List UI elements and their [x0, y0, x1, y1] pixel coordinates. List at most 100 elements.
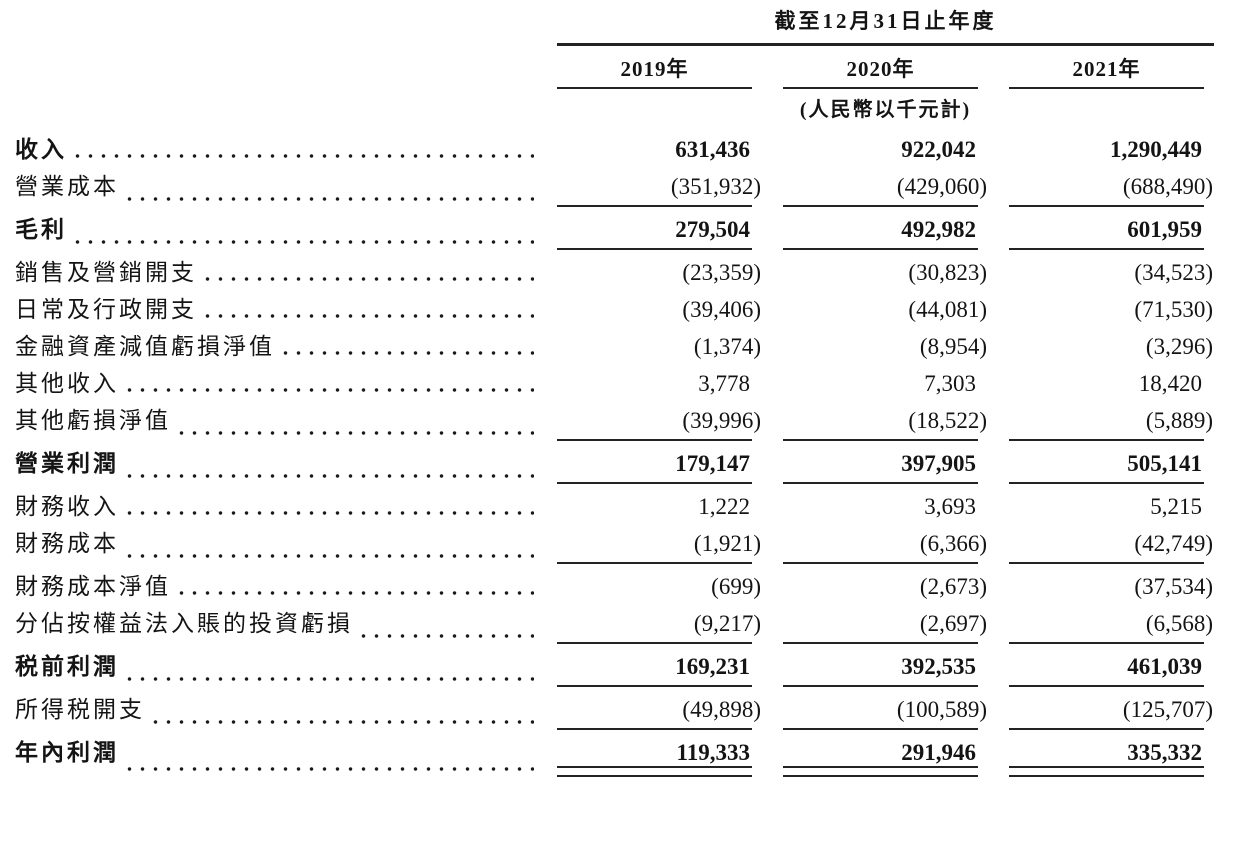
- row-value-2021: (688,490): [1009, 173, 1214, 207]
- row-label: 收入: [15, 137, 67, 162]
- table-row: 其他虧損淨值 (39,996) (18,522) (5,889): [15, 407, 1236, 441]
- row-label-cell: 其他虧損淨值: [15, 407, 536, 441]
- row-label-cell: 所得税開支: [15, 696, 536, 730]
- row-value-2020: (6,366): [783, 530, 988, 564]
- table-row: 營業成本 (351,932) (429,060) (688,490): [15, 173, 1236, 207]
- row-label-cell: 金融資產減值虧損淨值: [15, 333, 536, 361]
- row-value-2021: 601,959: [1009, 216, 1214, 250]
- row-value-2020: (100,589): [783, 696, 988, 730]
- row-value-2019: 279,504: [557, 216, 762, 250]
- row-value-2021: (42,749): [1009, 530, 1214, 564]
- value-text: (49,898): [682, 697, 761, 722]
- value-text: (39,406): [682, 297, 761, 322]
- row-label-cell: 財務成本淨值: [15, 573, 536, 601]
- dot-leader: [123, 764, 534, 772]
- row-label: 毛利: [15, 217, 67, 242]
- value-text: 601,959: [1127, 217, 1202, 242]
- table-row: 收入 631,436 922,042 1,290,449: [15, 136, 1236, 164]
- table-body: 收入 631,436 922,042 1,290,449 營業成本 (351,9…: [15, 136, 1236, 777]
- value-text: (42,749): [1134, 531, 1213, 556]
- dot-leader: [357, 631, 534, 639]
- row-value-2019: 1,222: [557, 493, 762, 521]
- value-text: (30,823): [908, 260, 987, 285]
- table-row: 所得税開支 (49,898) (100,589) (125,707): [15, 696, 1236, 730]
- row-value-2021: (71,530): [1009, 296, 1214, 324]
- table-row: 營業利潤 179,147 397,905 505,141: [15, 450, 1236, 484]
- table-row: 年內利潤 119,333 291,946 335,332: [15, 739, 1236, 777]
- row-value-2021: 1,290,449: [1009, 136, 1214, 164]
- dot-leader: [123, 471, 534, 479]
- row-label-cell: 分佔按權益法入賬的投資虧損: [15, 610, 536, 644]
- dot-leader: [201, 311, 534, 319]
- row-label: 税前利潤: [15, 654, 119, 679]
- value-text: (125,707): [1122, 697, 1213, 722]
- row-label-cell: 年內利潤: [15, 739, 536, 777]
- row-value-2020: (2,673): [783, 573, 988, 601]
- table-row: 日常及行政開支 (39,406) (44,081) (71,530): [15, 296, 1236, 324]
- value-text: (5,889): [1145, 408, 1213, 433]
- dot-leader: [175, 428, 534, 436]
- row-label-cell: 財務成本: [15, 530, 536, 564]
- value-text: 119,333: [676, 740, 750, 765]
- row-value-2020: (18,522): [783, 407, 988, 441]
- row-value-2020: 291,946: [783, 739, 988, 777]
- value-text: (2,673): [919, 574, 987, 599]
- row-value-2020: 397,905: [783, 450, 988, 484]
- row-value-2019: 631,436: [557, 136, 762, 164]
- dot-leader: [123, 508, 534, 516]
- value-text: 179,147: [675, 451, 750, 476]
- row-value-2019: (49,898): [557, 696, 762, 730]
- row-value-2019: (1,921): [557, 530, 762, 564]
- value-text: 279,504: [675, 217, 750, 242]
- row-value-2020: 3,693: [783, 493, 988, 521]
- table-row: 其他收入 3,778 7,303 18,420: [15, 370, 1236, 398]
- row-label: 年內利潤: [15, 740, 119, 765]
- row-label: 財務收入: [15, 494, 119, 519]
- row-value-2019: 3,778: [557, 370, 762, 398]
- dot-leader: [123, 194, 534, 202]
- row-label-cell: 日常及行政開支: [15, 296, 536, 324]
- row-value-2020: (8,954): [783, 333, 988, 361]
- row-value-2019: 179,147: [557, 450, 762, 484]
- row-value-2020: (44,081): [783, 296, 988, 324]
- row-label-cell: 營業利潤: [15, 450, 536, 484]
- row-label: 銷售及營銷開支: [15, 260, 197, 285]
- row-label: 金融資產減值虧損淨值: [15, 334, 275, 359]
- dot-leader: [149, 717, 534, 725]
- row-value-2021: 505,141: [1009, 450, 1214, 484]
- row-label: 日常及行政開支: [15, 297, 197, 322]
- value-text: (39,996): [682, 408, 761, 433]
- value-text: 1,222: [698, 494, 750, 519]
- value-text: (1,921): [693, 531, 761, 556]
- row-value-2021: (125,707): [1009, 696, 1214, 730]
- row-value-2019: (9,217): [557, 610, 762, 644]
- value-text: (2,697): [919, 611, 987, 636]
- label-column-spacer: [15, 57, 536, 89]
- value-text: (688,490): [1122, 174, 1213, 199]
- value-text: (1,374): [693, 334, 761, 359]
- row-label-cell: 營業成本: [15, 173, 536, 207]
- row-label-cell: 税前利潤: [15, 653, 536, 687]
- value-text: 3,778: [698, 371, 750, 396]
- value-text: (699): [711, 574, 761, 599]
- dot-leader: [71, 151, 534, 159]
- table-row: 財務成本淨值 (699) (2,673) (37,534): [15, 573, 1236, 601]
- row-label-cell: 銷售及營銷開支: [15, 259, 536, 287]
- value-text: 291,946: [901, 740, 976, 765]
- table-row: 金融資產減值虧損淨值 (1,374) (8,954) (3,296): [15, 333, 1236, 361]
- row-label: 分佔按權益法入賬的投資虧損: [15, 611, 353, 636]
- row-value-2021: 5,215: [1009, 493, 1214, 521]
- value-text: 3,693: [924, 494, 976, 519]
- table-row: 税前利潤 169,231 392,535 461,039: [15, 653, 1236, 687]
- row-value-2020: (2,697): [783, 610, 988, 644]
- year-column-header-2020: 2020年: [783, 57, 988, 89]
- value-text: (100,589): [896, 697, 987, 722]
- row-value-2020: 7,303: [783, 370, 988, 398]
- value-text: 922,042: [901, 137, 976, 162]
- dot-leader: [201, 274, 534, 282]
- value-text: (429,060): [896, 174, 987, 199]
- value-text: (8,954): [919, 334, 987, 359]
- row-value-2019: (1,374): [557, 333, 762, 361]
- value-text: (18,522): [908, 408, 987, 433]
